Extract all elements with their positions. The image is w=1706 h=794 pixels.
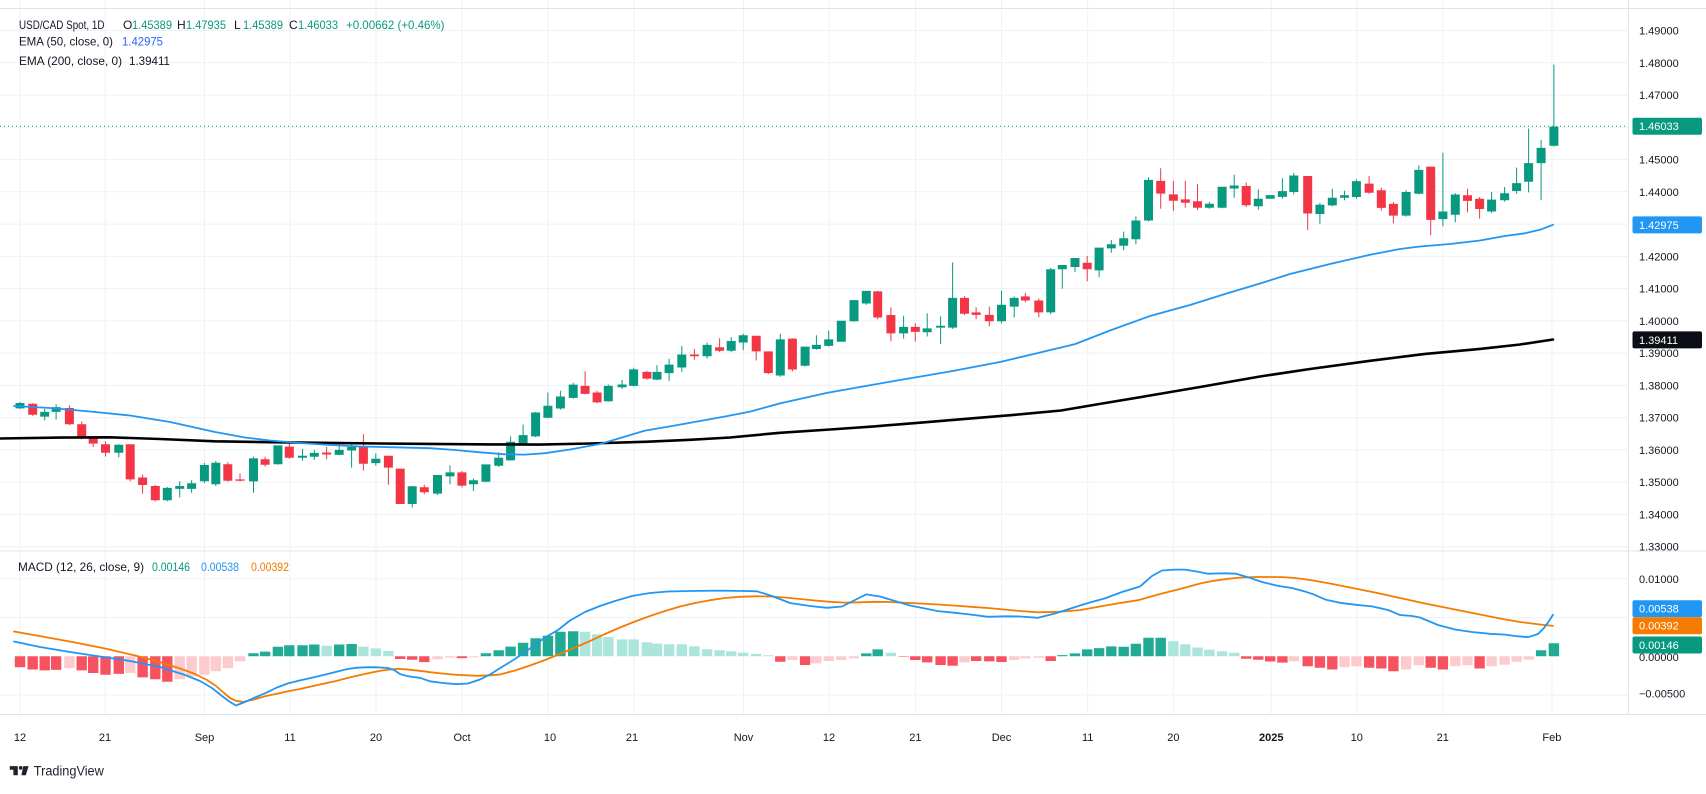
svg-text:12: 12 <box>14 732 26 744</box>
svg-text:C: C <box>289 18 298 32</box>
svg-text:1.36000: 1.36000 <box>1639 445 1679 457</box>
svg-text:12: 12 <box>823 732 835 744</box>
svg-text:21: 21 <box>1437 732 1449 744</box>
svg-text:1.45389: 1.45389 <box>243 18 283 32</box>
svg-text:1.35000: 1.35000 <box>1639 477 1679 489</box>
svg-text:10: 10 <box>544 732 556 744</box>
svg-text:1.39411: 1.39411 <box>129 54 170 68</box>
svg-text:L: L <box>234 18 241 32</box>
svg-text:EMA (200, close, 0): EMA (200, close, 0) <box>19 54 122 68</box>
svg-text:H: H <box>177 18 186 32</box>
svg-text:1.42975: 1.42975 <box>1639 220 1679 232</box>
svg-text:20: 20 <box>370 732 382 744</box>
svg-text:1.47935: 1.47935 <box>186 18 226 32</box>
svg-text:1.45000: 1.45000 <box>1639 155 1679 167</box>
svg-text:O: O <box>123 18 132 32</box>
svg-text:21: 21 <box>99 732 111 744</box>
svg-text:1.34000: 1.34000 <box>1639 509 1679 521</box>
svg-text:1.48000: 1.48000 <box>1639 58 1679 70</box>
svg-text:10: 10 <box>1351 732 1363 744</box>
svg-text:USD/CAD Spot, 1D: USD/CAD Spot, 1D <box>19 18 105 32</box>
svg-text:Sep: Sep <box>195 732 215 744</box>
svg-text:Dec: Dec <box>992 732 1012 744</box>
svg-text:0.00000: 0.00000 <box>1639 652 1679 664</box>
svg-text:11: 11 <box>284 732 295 744</box>
svg-text:Oct: Oct <box>453 732 470 744</box>
svg-text:1.46033: 1.46033 <box>1639 121 1679 133</box>
svg-text:1.40000: 1.40000 <box>1639 316 1679 328</box>
svg-text:1.42975: 1.42975 <box>122 35 163 49</box>
svg-text:Nov: Nov <box>734 732 754 744</box>
svg-text:1.49000: 1.49000 <box>1639 26 1679 38</box>
svg-text:1.41000: 1.41000 <box>1639 284 1679 296</box>
svg-text:11: 11 <box>1082 732 1093 744</box>
svg-text:0.00392: 0.00392 <box>1639 621 1679 633</box>
svg-text:1.42000: 1.42000 <box>1639 251 1679 263</box>
svg-text:EMA (50, close, 0): EMA (50, close, 0) <box>19 35 113 49</box>
svg-text:TradingView: TradingView <box>34 763 104 778</box>
svg-text:1.45389: 1.45389 <box>132 18 172 32</box>
svg-text:21: 21 <box>626 732 638 744</box>
svg-text:21: 21 <box>909 732 921 744</box>
svg-text:1.46033: 1.46033 <box>298 18 338 32</box>
svg-text:20: 20 <box>1167 732 1179 744</box>
svg-text:1.44000: 1.44000 <box>1639 187 1679 199</box>
svg-text:0.00146: 0.00146 <box>1639 640 1679 652</box>
svg-text:2025: 2025 <box>1259 732 1283 744</box>
svg-text:0.00392: 0.00392 <box>251 560 289 574</box>
svg-text:1.37000: 1.37000 <box>1639 413 1679 425</box>
svg-text:+0.00662 (+0.46%): +0.00662 (+0.46%) <box>346 18 445 32</box>
svg-text:Feb: Feb <box>1542 732 1561 744</box>
svg-text:0.00538: 0.00538 <box>201 560 239 574</box>
svg-text:MACD (12, 26, close, 9): MACD (12, 26, close, 9) <box>18 560 144 574</box>
svg-text:−0.00500: −0.00500 <box>1639 688 1685 700</box>
svg-text:0.00146: 0.00146 <box>152 560 190 574</box>
svg-text:1.47000: 1.47000 <box>1639 90 1679 102</box>
svg-text:1.39000: 1.39000 <box>1639 348 1679 360</box>
svg-text:1.33000: 1.33000 <box>1639 542 1679 554</box>
svg-text:0.00538: 0.00538 <box>1639 604 1679 616</box>
svg-text:0.01000: 0.01000 <box>1639 574 1679 586</box>
svg-text:1.38000: 1.38000 <box>1639 380 1679 392</box>
svg-text:1.39411: 1.39411 <box>1639 335 1678 347</box>
